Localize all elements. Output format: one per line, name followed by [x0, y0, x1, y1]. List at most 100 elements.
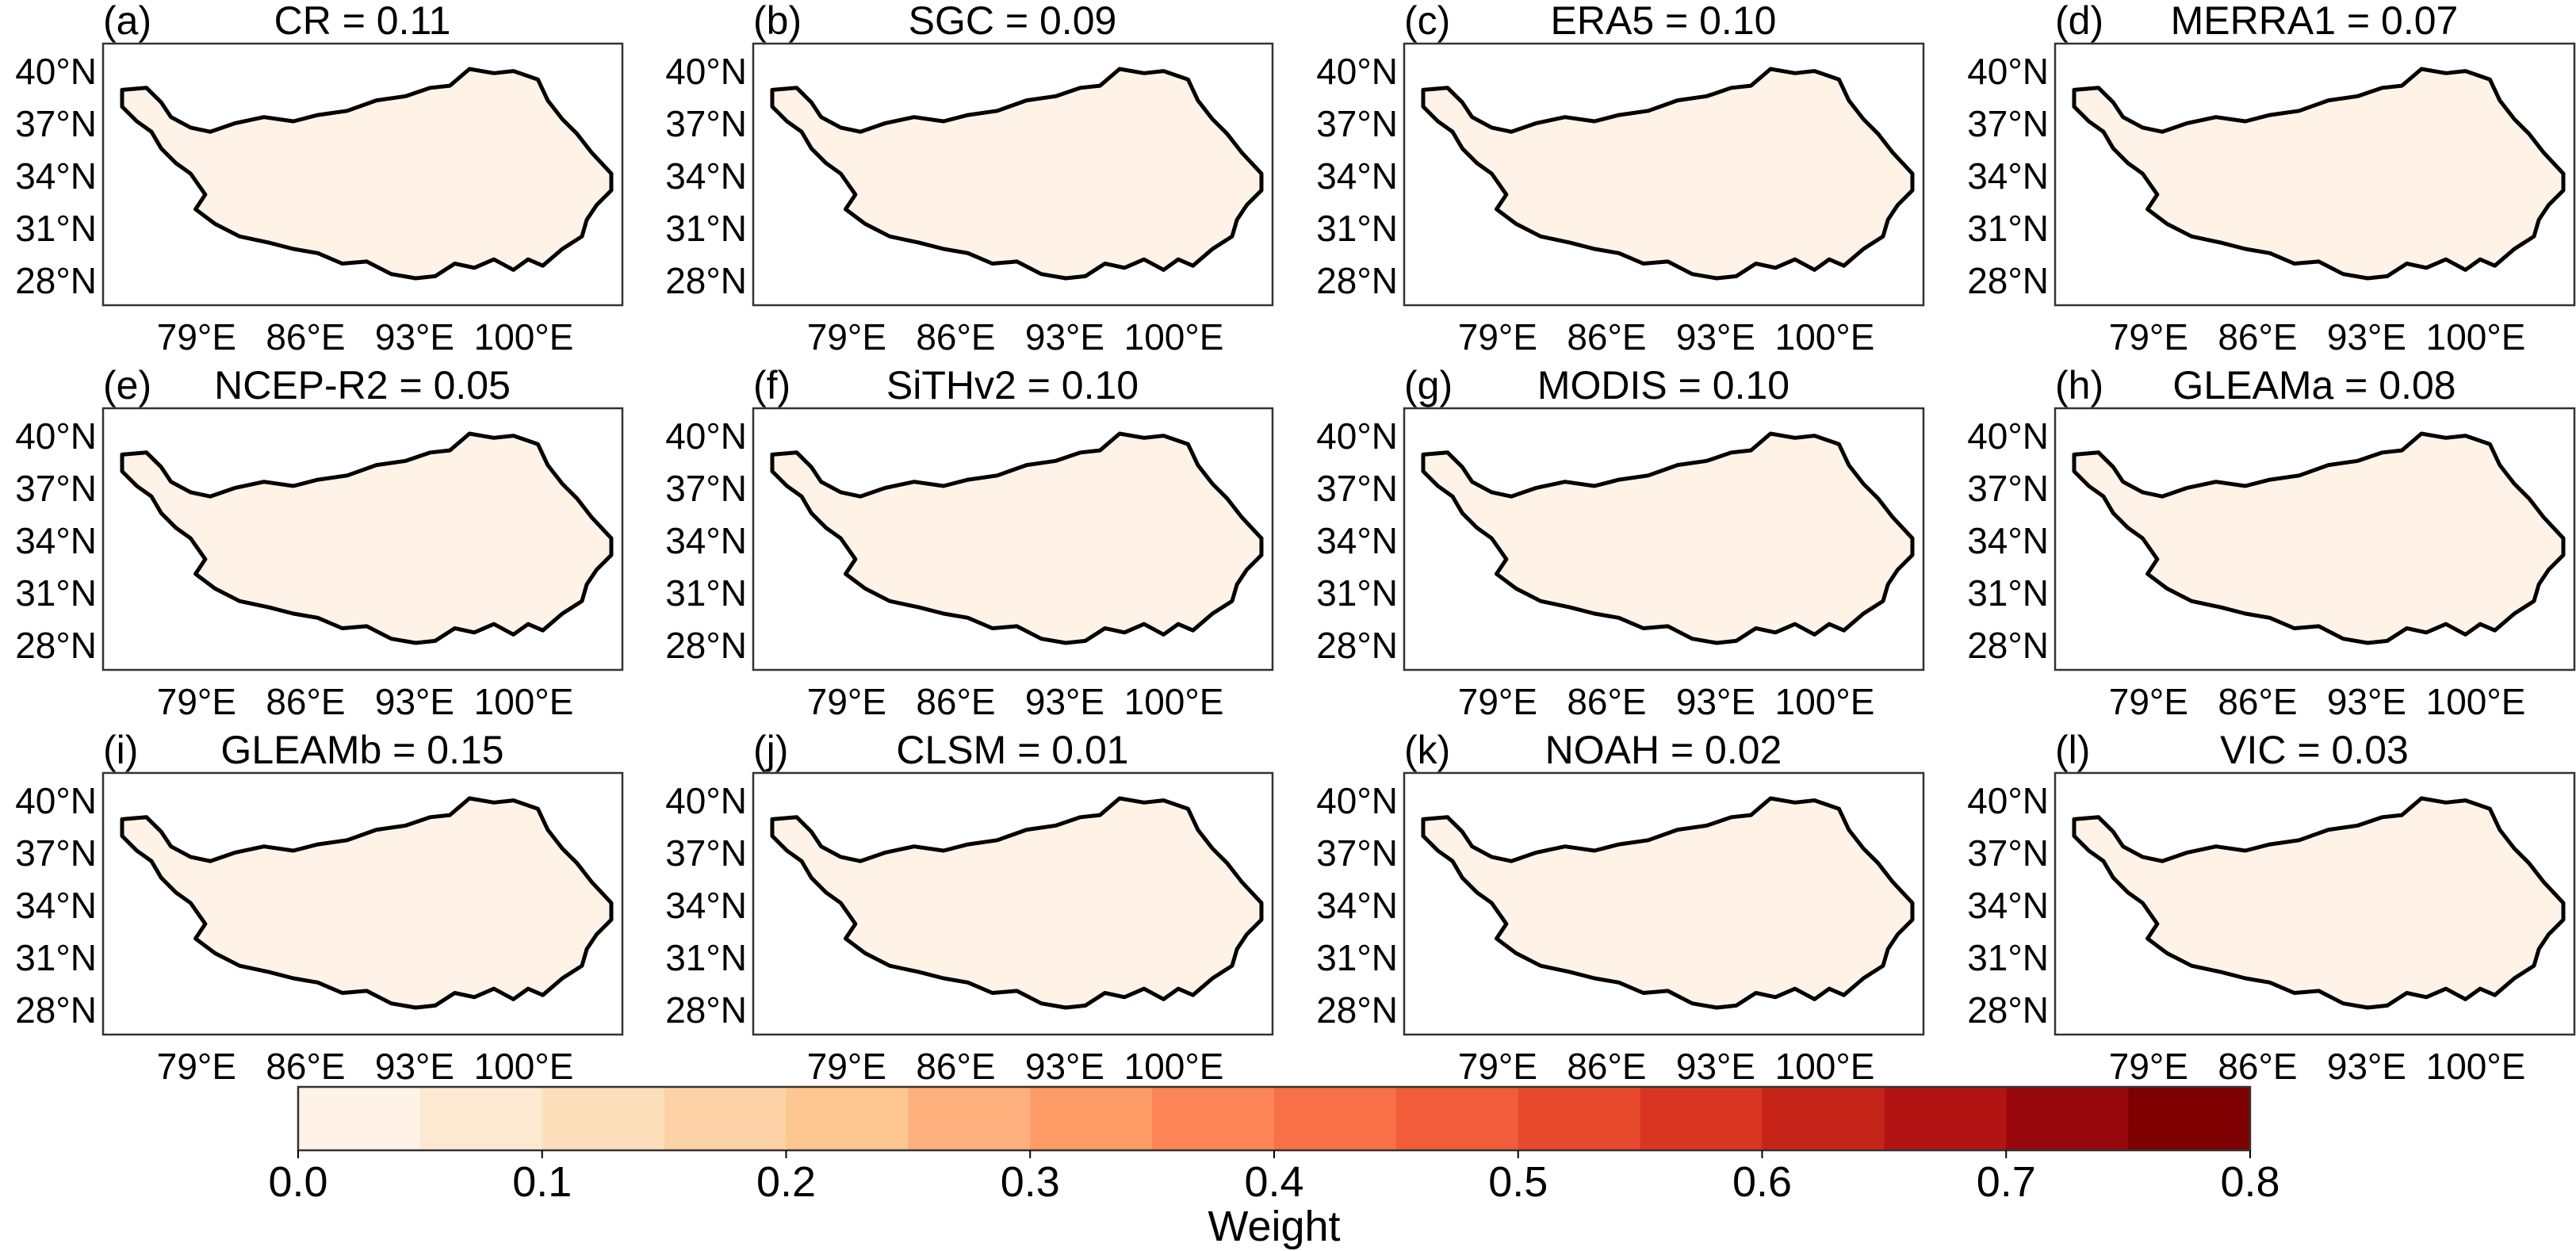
x-tick-label: 79°E [1458, 681, 1537, 722]
colorbar-swatch [1884, 1087, 2007, 1150]
x-tick-label: 93°E [1025, 681, 1104, 722]
panel-label: (j) [753, 728, 788, 772]
y-tick-label: 40°N [665, 51, 747, 92]
colorbar-swatch [1640, 1087, 1763, 1150]
y-tick-label: 37°N [1967, 468, 2049, 509]
y-tick-label: 37°N [1316, 468, 1398, 509]
y-tick-label: 37°N [665, 468, 747, 509]
x-tick-label: 86°E [916, 1046, 995, 1087]
map-panel: (f) SiTHv2 = 0.10 40°N 37°N 34°N 31°N 28°N 79°E… [665, 363, 1274, 722]
plateau-boundary [1421, 796, 1915, 1010]
y-tick-label: 40°N [15, 51, 97, 92]
panel-label: (h) [2055, 363, 2103, 407]
panel-title: SiTHv2 = 0.10 [886, 363, 1139, 407]
y-tick-label: 40°N [1316, 780, 1398, 821]
plateau-boundary [770, 796, 1264, 1010]
x-tick-label: 79°E [807, 1046, 886, 1087]
plateau-boundary [1421, 431, 1915, 645]
map-panel: (e) NCEP-R2 = 0.05 40°N 37°N 34°N 31°N 28°N 79°… [15, 363, 624, 722]
plateau-boundary [2072, 67, 2566, 281]
colorbar-tick-label: 0.4 [1244, 1158, 1303, 1206]
y-tick-label: 37°N [665, 103, 747, 144]
y-tick-label: 31°N [1316, 208, 1398, 249]
colorbar-swatch [419, 1087, 543, 1150]
y-tick-label: 40°N [15, 415, 97, 457]
y-tick-label: 37°N [1316, 103, 1398, 144]
x-tick-label: 86°E [2218, 681, 2297, 722]
colorbar-tick-label: 0.8 [2220, 1158, 2279, 1206]
plateau-boundary [120, 431, 614, 645]
y-tick-label: 28°N [15, 989, 97, 1031]
panel-label: (d) [2055, 0, 2103, 43]
x-tick-label: 100°E [1124, 681, 1224, 722]
x-tick-label: 100°E [474, 1046, 574, 1087]
y-tick-label: 34°N [15, 155, 97, 197]
colorbar-tick-label: 0.6 [1732, 1158, 1792, 1206]
map-panel: (d) MERRA1 = 0.07 40°N 37°N 34°N 31°N 28°N 79°E… [1967, 0, 2576, 358]
colorbar-swatch [2006, 1087, 2129, 1150]
x-tick-label: 100°E [1775, 316, 1875, 358]
y-tick-label: 28°N [665, 625, 747, 666]
colorbar-swatch [1518, 1087, 1641, 1150]
panel-title: SGC = 0.09 [909, 0, 1117, 43]
colorbar-tick-label: 0.3 [1001, 1158, 1060, 1206]
panel-label: (i) [103, 728, 138, 772]
panel-title: NCEP-R2 = 0.05 [214, 363, 511, 407]
panel-label: (l) [2055, 728, 2090, 772]
map-panels-grid: (a) CR = 0.11 40°N 37°N 34°N 31°N 28°N 79°E 86°E… [15, 0, 2576, 1087]
y-tick-label: 40°N [1316, 415, 1398, 457]
map-panel: (i) GLEAMb = 0.15 40°N 37°N 34°N 31°N 28°N 79°E… [15, 728, 624, 1087]
y-tick-label: 40°N [1967, 780, 2049, 821]
y-tick-label: 34°N [1967, 520, 2049, 561]
colorbar-swatch [786, 1087, 909, 1150]
plateau-boundary [770, 67, 1264, 281]
y-tick-label: 31°N [665, 937, 747, 978]
colorbar-tick-label: 0.2 [756, 1158, 816, 1206]
x-tick-label: 79°E [807, 681, 886, 722]
panel-title: GLEAMa = 0.08 [2172, 363, 2455, 407]
y-tick-label: 28°N [1316, 625, 1398, 666]
y-tick-label: 28°N [15, 260, 97, 301]
y-tick-label: 31°N [1967, 208, 2049, 249]
panel-title: NOAH = 0.02 [1545, 728, 1782, 772]
colorbar: 0.0 0.1 0.2 0.3 0.4 0.5 0.6 0.7 0.8 Weight [268, 1085, 2280, 1250]
panel-label: (g) [1404, 363, 1453, 407]
colorbar-swatch [1030, 1087, 1153, 1150]
x-tick-label: 86°E [2218, 316, 2297, 358]
x-tick-label: 86°E [916, 681, 995, 722]
panel-label: (k) [1404, 728, 1450, 772]
x-tick-label: 100°E [474, 681, 574, 722]
panel-title: VIC = 0.03 [2220, 728, 2409, 772]
y-tick-label: 40°N [665, 780, 747, 821]
y-tick-label: 40°N [1967, 415, 2049, 457]
y-tick-label: 31°N [665, 572, 747, 614]
colorbar-swatch [1152, 1087, 1275, 1150]
colorbar-swatch [298, 1087, 421, 1150]
plateau-boundary [2072, 431, 2566, 645]
plateau-boundary [770, 431, 1264, 645]
x-tick-label: 86°E [266, 1046, 345, 1087]
y-tick-label: 40°N [1967, 51, 2049, 92]
x-tick-label: 100°E [2426, 681, 2526, 722]
y-tick-label: 37°N [15, 468, 97, 509]
map-panel: (a) CR = 0.11 40°N 37°N 34°N 31°N 28°N 79°E 86°E… [15, 0, 624, 358]
x-tick-label: 79°E [157, 316, 236, 358]
map-panel: (l) VIC = 0.03 40°N 37°N 34°N 31°N 28°N 79°E 86°… [1967, 728, 2576, 1087]
x-tick-label: 79°E [157, 1046, 236, 1087]
panel-title: CLSM = 0.01 [896, 728, 1128, 772]
y-tick-label: 28°N [665, 260, 747, 301]
colorbar-swatch [2128, 1087, 2251, 1150]
x-tick-label: 93°E [1676, 681, 1755, 722]
y-tick-label: 28°N [1967, 625, 2049, 666]
y-tick-label: 37°N [1967, 103, 2049, 144]
y-tick-label: 40°N [1316, 51, 1398, 92]
panel-title: MODIS = 0.10 [1537, 363, 1789, 407]
panel-title: GLEAMb = 0.15 [220, 728, 503, 772]
x-tick-label: 93°E [1676, 316, 1755, 358]
x-tick-label: 93°E [375, 681, 454, 722]
x-tick-label: 79°E [807, 316, 886, 358]
y-tick-label: 34°N [1316, 155, 1398, 197]
y-tick-label: 31°N [15, 572, 97, 614]
y-tick-label: 34°N [15, 520, 97, 561]
x-tick-label: 86°E [2218, 1046, 2297, 1087]
